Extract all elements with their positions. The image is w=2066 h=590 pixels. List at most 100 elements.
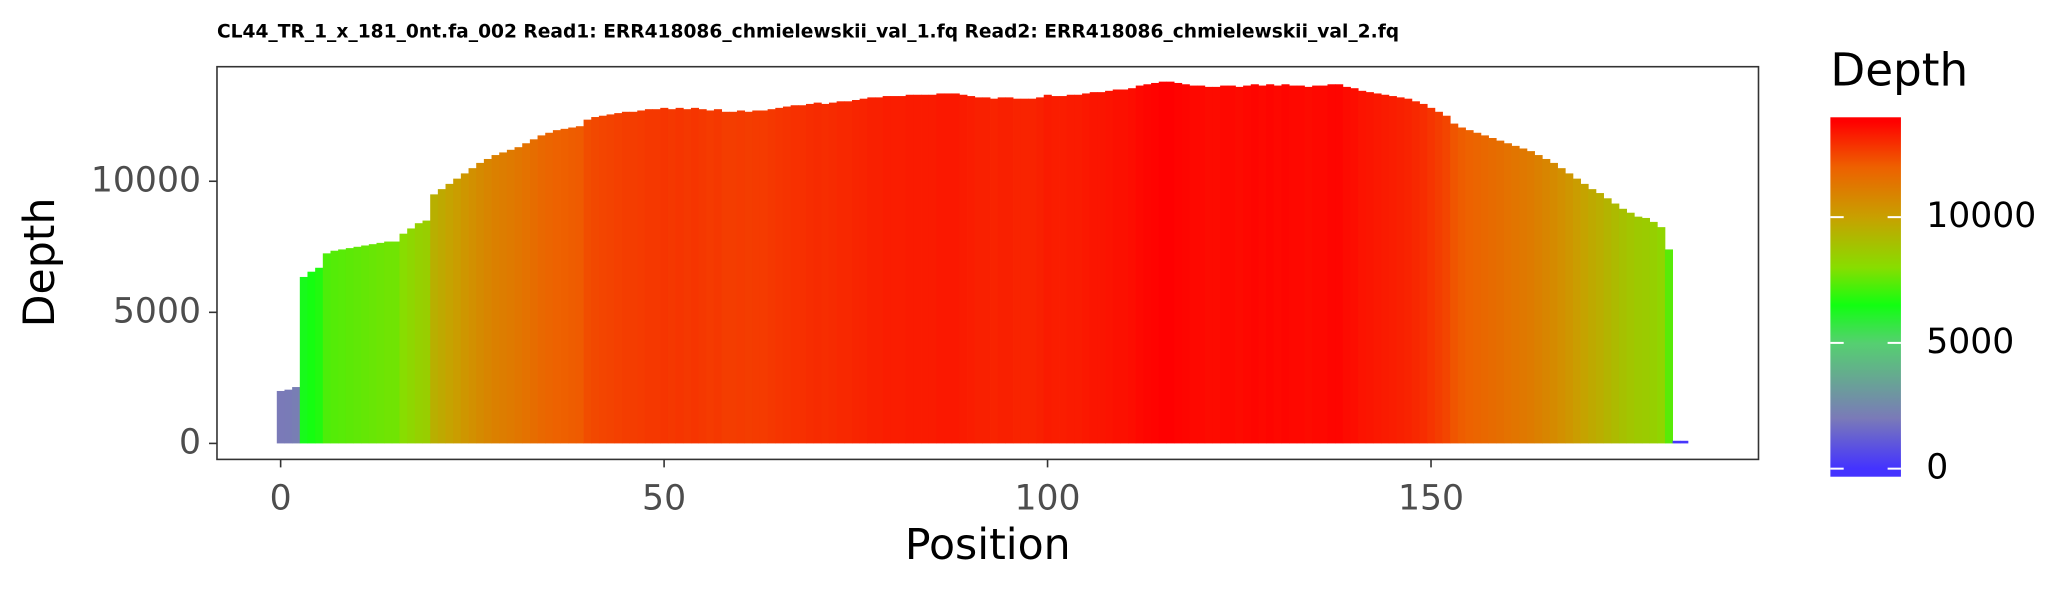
y-tick-label: 5000 [113,291,201,331]
bar [1565,173,1574,444]
bar [782,106,792,444]
bar [529,139,538,444]
bar [1250,84,1259,444]
bar [1480,135,1489,444]
bar [1488,138,1497,444]
bar [1235,86,1244,444]
bar [1450,123,1459,444]
bar [307,271,316,444]
bar [514,147,523,444]
bar [813,102,822,444]
bar [890,96,899,444]
bar [552,130,561,444]
bar [990,98,999,444]
bar [1212,86,1221,444]
bar [1112,89,1121,444]
colorbar [1830,117,1901,477]
bar [736,110,746,444]
bar [1672,440,1681,444]
bar [1388,96,1397,444]
bar [951,93,960,444]
bar [1335,84,1344,444]
bar [1051,96,1060,444]
bar [867,97,876,444]
bar [729,111,738,444]
bar [759,110,769,444]
bar [1005,97,1014,444]
bar [1312,85,1321,444]
bar [821,103,830,444]
bar [276,390,285,444]
bar [1143,84,1152,444]
bar [1135,85,1144,444]
bar [1266,84,1275,444]
bar [1618,208,1627,444]
bar [1120,89,1129,444]
bar [522,143,531,444]
bar [1189,85,1198,444]
bar [1465,130,1474,444]
y-tick-label: 10000 [91,160,201,200]
y-axis-label: Depth [15,198,65,328]
bar [1304,86,1313,444]
bar [1151,82,1160,444]
bar [1158,81,1167,444]
x-axis-label: Position [905,520,1071,570]
bar [959,94,968,444]
bar [1626,212,1635,444]
bar [1442,115,1451,444]
legend-tick-label: 10000 [1926,196,2036,236]
bar [545,132,554,444]
bar [944,93,953,444]
bar [1319,85,1328,444]
bar [713,109,723,444]
bar [1036,97,1045,444]
bar [1350,88,1359,444]
bar [706,110,715,444]
bar [1043,94,1052,444]
legend-tick-label: 5000 [1926,322,2014,362]
bar [1411,101,1420,444]
bar [330,250,339,444]
bar [675,107,684,444]
bar [414,223,423,444]
bar [1649,221,1658,444]
bar [1197,85,1206,444]
bar [614,113,623,444]
bar [1542,158,1551,444]
bar [1013,98,1022,444]
bar [775,107,784,444]
bar [568,127,577,444]
bar [1296,85,1305,444]
bar [591,117,600,444]
bar [967,96,976,444]
bar [1526,151,1535,444]
bar [1549,162,1558,444]
bar [1611,203,1620,444]
bar [338,249,347,444]
bar [1082,93,1091,444]
bar [1572,178,1581,444]
bar [345,248,354,444]
bar [1503,143,1512,444]
bar [698,109,707,444]
bar [637,110,646,444]
bar [836,101,845,444]
bar [1028,98,1037,444]
bar [368,244,377,444]
bar [506,149,515,444]
x-tick-label: 150 [1398,478,1464,518]
bar [652,109,661,444]
bar [1243,85,1252,444]
bar [644,109,653,444]
bar [851,99,861,444]
x-tick-label: 100 [1015,478,1081,518]
bar [882,96,891,444]
bar [690,107,700,444]
bar [1181,84,1190,444]
bar [407,228,416,444]
bar [1227,85,1236,444]
bar [1273,85,1282,444]
